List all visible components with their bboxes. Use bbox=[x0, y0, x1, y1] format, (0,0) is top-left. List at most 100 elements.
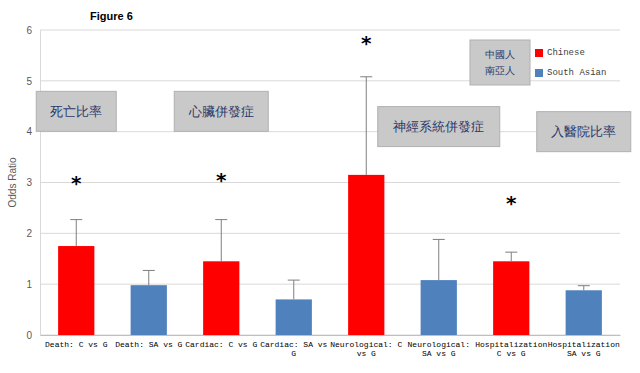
x-tick-label-line: Hospitalization bbox=[475, 340, 547, 349]
error-bar-cap bbox=[288, 280, 300, 281]
x-tick-label: Cardiac: C vs G bbox=[185, 340, 257, 349]
legend-note: 中國人 bbox=[485, 49, 515, 60]
error-bar bbox=[505, 252, 517, 261]
grid-line bbox=[40, 131, 620, 132]
x-tick-label: Cardiac: SA vsG bbox=[260, 340, 327, 358]
x-tick-label-line: Death: C vs G bbox=[45, 340, 108, 349]
x-tick: Death: C vs G bbox=[45, 335, 108, 349]
error-bar-line bbox=[221, 220, 222, 262]
error-bar-cap bbox=[70, 219, 82, 220]
y-tick-label: 4 bbox=[26, 126, 32, 137]
error-bar bbox=[578, 286, 590, 291]
note-text: 入醫院比率 bbox=[551, 124, 616, 139]
legend-swatch bbox=[535, 69, 543, 77]
bar bbox=[276, 299, 312, 335]
notes: 死亡比率 心臟併發症神經系統併發症 入醫院比率 bbox=[36, 91, 631, 151]
error-bar-line bbox=[511, 252, 512, 261]
error-bar bbox=[143, 270, 155, 285]
series bbox=[58, 77, 529, 335]
bar bbox=[421, 280, 457, 335]
grid bbox=[40, 30, 620, 335]
grid-line bbox=[40, 182, 620, 183]
x-tick-label: HospitalizationSA vs G bbox=[548, 340, 620, 358]
note: 神經系統併發症 bbox=[378, 107, 500, 147]
error-bar-cap bbox=[433, 239, 445, 240]
y-tick: 0 bbox=[26, 330, 40, 341]
chart: 0123456Death: C vs GDeath: SA vs GCardia… bbox=[0, 0, 640, 373]
note-box bbox=[537, 112, 631, 152]
y-tick-label: 6 bbox=[26, 25, 32, 36]
title: Figure 6 bbox=[90, 10, 133, 22]
error-bar-cap bbox=[578, 285, 590, 286]
legend-swatch bbox=[535, 49, 543, 57]
legend: 中國人南亞人ChineseSouth Asian bbox=[470, 40, 606, 85]
x-tick-label-line: vs G bbox=[357, 349, 376, 358]
note: 心臟併發症 bbox=[174, 91, 268, 131]
error-bar-line bbox=[583, 286, 584, 291]
legend-note: 南亞人 bbox=[485, 65, 515, 76]
x-tick-label: Death: SA vs G bbox=[115, 340, 182, 349]
significance-marker: * bbox=[361, 31, 372, 55]
bar bbox=[131, 285, 167, 335]
error-bar-cap bbox=[215, 219, 227, 220]
error-bar-line bbox=[293, 280, 294, 299]
grid-line bbox=[40, 233, 620, 234]
x-tick-label-line: SA vs G bbox=[422, 349, 456, 358]
note-box bbox=[174, 91, 268, 131]
note-text: 心臟併發症 bbox=[188, 104, 254, 119]
note-box bbox=[378, 107, 500, 147]
x-tick-label: Death: C vs G bbox=[45, 340, 108, 349]
error-bar-line bbox=[76, 220, 77, 246]
legend-label: Chinese bbox=[547, 48, 585, 58]
x-tick-label-line: C vs G bbox=[497, 349, 526, 358]
significance-marker: * bbox=[506, 191, 517, 215]
x-tick-label-line: Neurological: C bbox=[330, 340, 402, 349]
x-tick: HospitalizationC vs G bbox=[475, 335, 547, 358]
note: 入醫院比率 bbox=[537, 112, 631, 152]
error-bar bbox=[215, 220, 227, 262]
x-axis: Death: C vs G Death: SA vs GCardiac: C vs… bbox=[41, 335, 621, 358]
y-tick: 1 bbox=[26, 279, 40, 290]
y-tick-label: 0 bbox=[26, 330, 32, 341]
x-tick-label-line: G bbox=[291, 349, 296, 358]
y-axis-title: Odds Ratio bbox=[7, 157, 18, 207]
note-text: 死亡比率 bbox=[50, 104, 102, 119]
x-tick-label: HospitalizationC vs G bbox=[475, 340, 547, 358]
bar bbox=[566, 290, 602, 335]
error-bar bbox=[360, 77, 372, 175]
x-tick: Death: SA vs G bbox=[115, 335, 182, 349]
x-tick-label: Neurological:SA vs G bbox=[408, 340, 470, 358]
y-axis: 0 1 2 3 4 5 6 bbox=[26, 25, 40, 341]
y-tick: 3 bbox=[26, 177, 40, 188]
x-axis-line bbox=[41, 335, 621, 336]
grid-line bbox=[40, 284, 620, 285]
y-tick-label: 3 bbox=[26, 177, 32, 188]
grid-line bbox=[40, 30, 620, 31]
note: 死亡比率 bbox=[36, 91, 116, 131]
y-tick: 6 bbox=[26, 25, 40, 36]
error-bar-line bbox=[438, 239, 439, 280]
significance-marker: * bbox=[71, 171, 82, 195]
error-bar-cap bbox=[143, 270, 155, 271]
error-bar bbox=[70, 220, 82, 246]
series bbox=[131, 239, 602, 335]
error-bar bbox=[433, 239, 445, 280]
x-tick: Neurological:SA vs G bbox=[408, 335, 470, 358]
error-bar bbox=[288, 280, 300, 299]
x-tick: Cardiac: SA vsG bbox=[260, 335, 327, 358]
grid-line bbox=[40, 80, 620, 81]
error-bar-line bbox=[148, 270, 149, 285]
x-tick-label: Neurological: Cvs G bbox=[330, 340, 402, 358]
y-tick-label: 2 bbox=[26, 228, 32, 239]
y-tick-label: 5 bbox=[26, 76, 32, 87]
marks bbox=[58, 77, 602, 335]
bar bbox=[58, 246, 94, 335]
x-tick: Cardiac: C vs G bbox=[185, 335, 257, 349]
bar bbox=[203, 261, 239, 335]
note-text: 神經系統併發症 bbox=[393, 119, 484, 134]
x-tick-label-line: Cardiac: C vs G bbox=[185, 340, 257, 349]
x-tick: Neurological: Cvs G bbox=[330, 335, 402, 358]
x-tick-label-line: Death: SA vs G bbox=[115, 340, 182, 349]
x-tick-label-line: SA vs G bbox=[567, 349, 601, 358]
error-bar-cap bbox=[360, 76, 372, 77]
